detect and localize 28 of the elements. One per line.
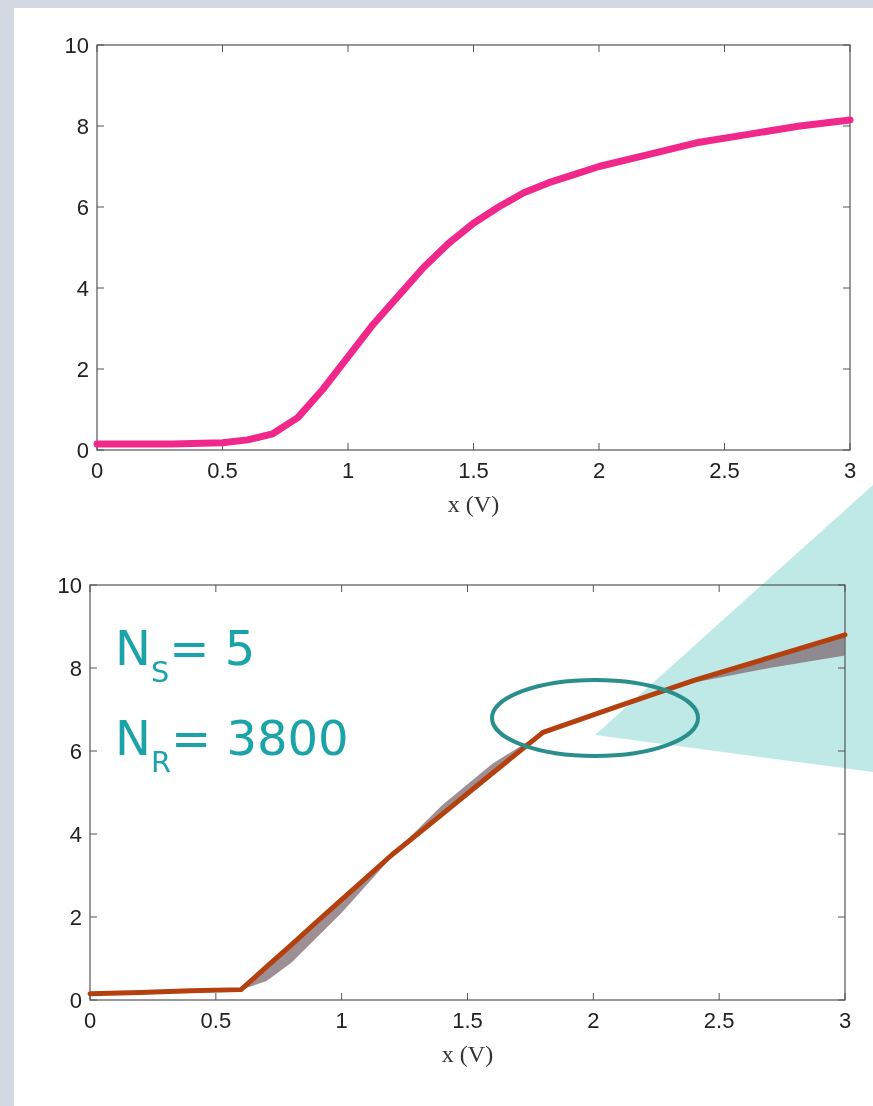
x-tick-label: 2 [587,1008,600,1033]
y-tick-label: 10 [57,572,82,598]
y-tick-label: 4 [76,275,89,301]
x-tick-label: 1.5 [458,458,489,483]
y-tick-label: 4 [69,821,82,847]
annotation: N$_{S}$= 5 [115,620,256,689]
x-tick-label: 0.5 [207,458,238,483]
x-tick-label: 0.5 [200,1008,232,1033]
x-tick-label: 2.5 [703,1008,735,1033]
y-tick-label: 0 [76,437,89,463]
x-axis-title: x (V) [441,1041,494,1067]
x-tick-label: 3 [843,458,857,483]
y-tick-label: 8 [69,655,82,681]
x-tick-label: 3 [838,1008,852,1033]
y-tick-label: 0 [69,987,82,1013]
y-tick-label: 10 [64,32,89,58]
x-tick-label: 1 [335,1008,348,1033]
y-tick-label: 2 [76,356,89,382]
y-tick-label: 6 [76,194,89,220]
x-tick-label: 2 [592,458,606,483]
y-tick-label: 6 [69,738,82,764]
x-axis-title: x (V) [447,491,500,517]
x-tick-label: 1.5 [452,1008,483,1033]
y-tick-label: 8 [76,113,89,139]
x-tick-label: 1 [341,458,355,483]
annotation: N$_{R}$= 3800 [115,710,349,779]
y-tick-label: 2 [69,904,82,930]
x-tick-label: 2.5 [709,458,740,483]
